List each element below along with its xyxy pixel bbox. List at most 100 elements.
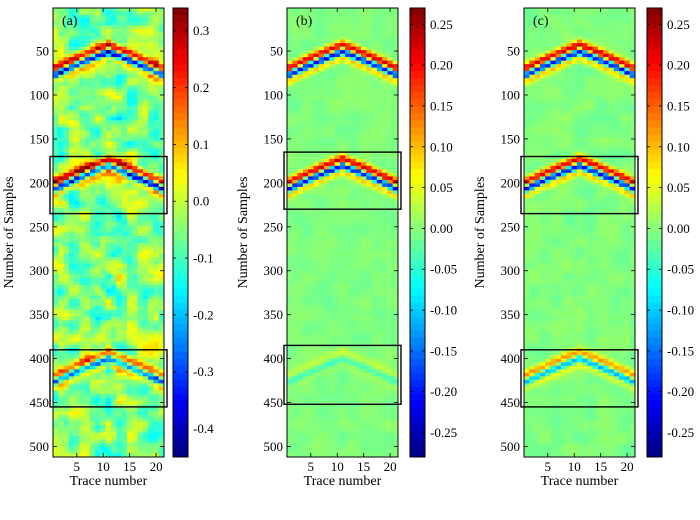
heat-cell <box>142 442 149 447</box>
heat-cell <box>287 446 293 451</box>
heat-cell <box>53 414 59 419</box>
heat-cell <box>105 25 112 30</box>
heat-cell <box>142 337 149 342</box>
heat-cell <box>302 60 309 65</box>
heat-cell <box>84 18 91 23</box>
heat-cell <box>371 414 378 419</box>
heat-cell <box>79 397 86 402</box>
heat-cell <box>74 148 80 153</box>
heat-cell <box>329 253 335 258</box>
heat-cell <box>287 200 293 205</box>
heat-cell <box>297 228 304 233</box>
heat-cell <box>318 323 325 328</box>
heat-cell <box>84 197 91 202</box>
heat-cell <box>318 320 325 325</box>
heat-cell <box>339 418 346 423</box>
heat-cell <box>308 158 314 163</box>
heat-cell <box>339 106 346 111</box>
heat-cell <box>339 348 346 353</box>
heat-cell <box>105 18 112 23</box>
colorbar-segment <box>173 99 188 107</box>
heat-cell <box>329 43 335 47</box>
heat-cell <box>63 316 70 321</box>
heat-cell <box>116 155 123 160</box>
heat-cell <box>111 64 117 68</box>
heat-cell <box>111 327 117 332</box>
heat-cell <box>132 74 138 79</box>
heat-cell <box>350 25 357 30</box>
heat-cell <box>355 362 362 367</box>
heat-cell <box>308 334 314 339</box>
heat-cell <box>137 285 144 289</box>
heat-cell <box>297 320 304 325</box>
heat-cell <box>68 130 75 135</box>
heat-cell <box>297 376 304 381</box>
heat-cell <box>53 92 59 97</box>
heat-cell <box>53 306 59 311</box>
heat-cell <box>74 418 80 423</box>
heat-cell <box>95 190 101 195</box>
heat-cell <box>302 344 309 349</box>
heat-cell <box>153 144 160 149</box>
heat-cell <box>350 285 357 289</box>
heat-cell <box>329 327 335 332</box>
heat-cell <box>366 183 372 188</box>
heat-cell <box>313 116 320 121</box>
heat-cell <box>105 214 112 219</box>
heat-cell <box>116 22 123 26</box>
heat-cell <box>90 320 96 325</box>
heat-cell <box>345 397 351 402</box>
heat-cell <box>297 425 304 430</box>
heat-cell <box>366 418 372 423</box>
colorbar-segment <box>173 316 188 325</box>
heat-cell <box>84 337 91 342</box>
heat-cell <box>111 221 117 226</box>
heat-cell <box>366 81 372 86</box>
heat-cell <box>287 81 293 86</box>
heat-cell <box>53 134 59 139</box>
heat-cell <box>302 172 309 177</box>
heat-cell <box>313 113 320 118</box>
heat-cell <box>63 190 70 195</box>
heat-cell <box>158 46 165 51</box>
heat-cell <box>302 285 309 289</box>
heat-cell <box>297 250 304 254</box>
heat-cell <box>90 376 96 381</box>
heat-cell <box>334 39 341 44</box>
heat-cell <box>79 260 86 265</box>
heat-cell <box>53 130 59 135</box>
heat-cell <box>153 218 160 223</box>
heat-cell <box>148 57 154 61</box>
heat-cell <box>329 106 335 111</box>
heat-cell <box>287 46 293 51</box>
colorbar-segment <box>173 267 188 275</box>
heat-cell <box>318 362 325 367</box>
heat-cell <box>84 190 91 195</box>
heat-cell <box>90 257 96 261</box>
heat-cell <box>324 337 330 342</box>
heat-cell <box>74 116 80 121</box>
heat-cell <box>158 197 165 202</box>
heat-cell <box>318 376 325 381</box>
heat-cell <box>63 158 70 163</box>
heat-cell <box>84 351 91 356</box>
heat-cell <box>116 57 123 61</box>
heat-cell <box>329 88 335 93</box>
heat-cell <box>105 288 112 293</box>
heat-cell <box>334 442 341 447</box>
heat-cell <box>366 435 372 440</box>
colorbar-tick-label: 0.2 <box>193 80 209 95</box>
heat-cell <box>158 260 165 265</box>
heat-cell <box>361 141 367 146</box>
highlight-boxes-a <box>49 155 168 408</box>
heat-cell <box>105 355 112 360</box>
heat-cell <box>350 134 357 139</box>
colorbar-segment <box>173 344 188 353</box>
heat-cell <box>68 99 75 104</box>
heat-cell <box>345 369 351 374</box>
heat-cell <box>68 134 75 139</box>
x-tick-label: 15 <box>123 459 136 474</box>
heat-cell <box>334 186 341 191</box>
heat-cell <box>95 341 101 346</box>
heat-cell <box>121 285 128 289</box>
